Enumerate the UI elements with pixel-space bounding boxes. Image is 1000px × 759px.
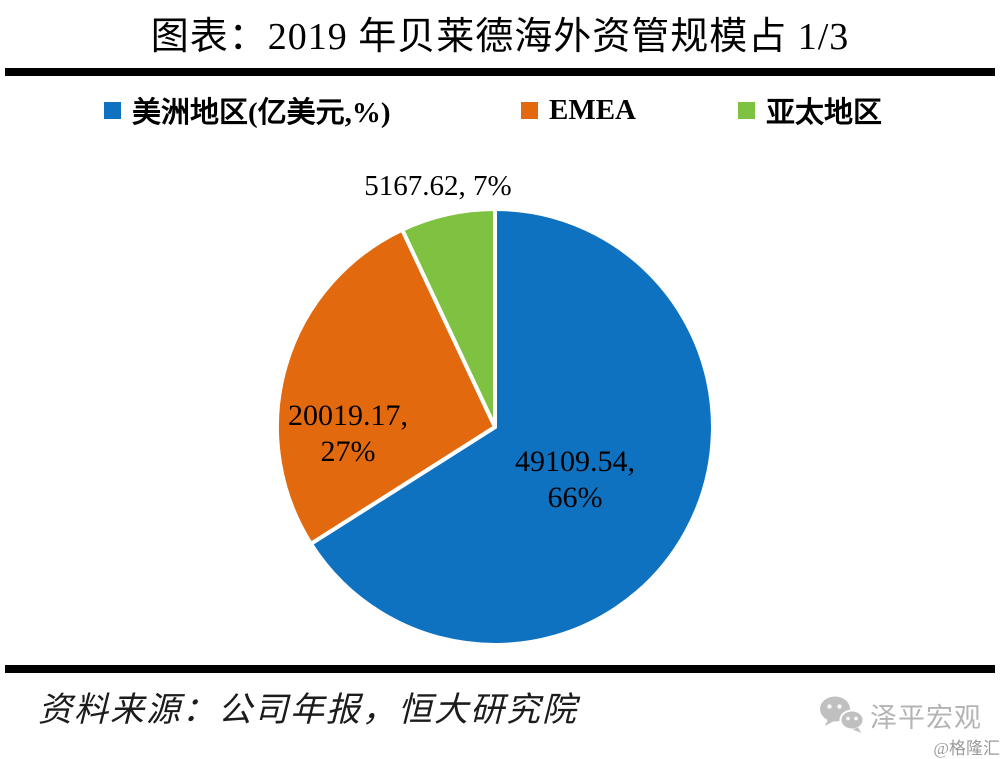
legend-label-apac: 亚太地区 xyxy=(766,97,883,129)
watermark: 泽平宏观 @格隆汇 xyxy=(818,690,1000,758)
legend-item-apac: 亚太地区 xyxy=(738,94,882,129)
slice-label-emea-value: 20019.17, xyxy=(288,399,408,432)
slice-label-americas-percent: 66% xyxy=(547,481,603,514)
legend: 美洲地区(亿美元,%) EMEA 亚太地区 xyxy=(0,94,1000,129)
legend-item-americas: 美洲地区(亿美元,%) xyxy=(104,94,391,129)
slice-label-emea: 20019.17, 27% xyxy=(288,398,408,470)
legend-swatch-apac xyxy=(738,101,755,119)
chart-title: 图表：2019 年贝莱德海外资管规模占 1/3 xyxy=(150,16,850,58)
pie-slice-apac xyxy=(400,206,497,429)
slice-label-apac-text: 5167.62, 7% xyxy=(364,170,512,202)
pie-slice-emea xyxy=(274,227,497,546)
legend-label-americas: 美洲地区(亿美元,%) xyxy=(132,97,391,129)
slice-label-americas-value: 49109.54, xyxy=(515,445,635,478)
legend-item-emea: EMEA xyxy=(521,94,636,126)
title-divider xyxy=(5,68,995,76)
slice-label-americas: 49109.54, 66% xyxy=(515,444,635,516)
footer-divider xyxy=(5,665,995,673)
slice-label-emea-percent: 27% xyxy=(320,435,376,468)
wechat-icon xyxy=(820,696,865,733)
legend-label-emea: EMEA xyxy=(549,93,636,126)
legend-swatch-americas xyxy=(104,101,121,119)
watermark-credit: @格隆汇 xyxy=(933,739,1000,758)
pie-chart xyxy=(274,206,715,647)
watermark-brand: 泽平宏观 xyxy=(870,703,982,733)
slice-label-apac: 5167.62, 7% xyxy=(364,168,511,204)
pie-slice-americas xyxy=(308,207,715,647)
source-note: 资料来源：公司年报，恒大研究院 xyxy=(38,692,578,729)
legend-swatch-emea xyxy=(521,101,538,119)
